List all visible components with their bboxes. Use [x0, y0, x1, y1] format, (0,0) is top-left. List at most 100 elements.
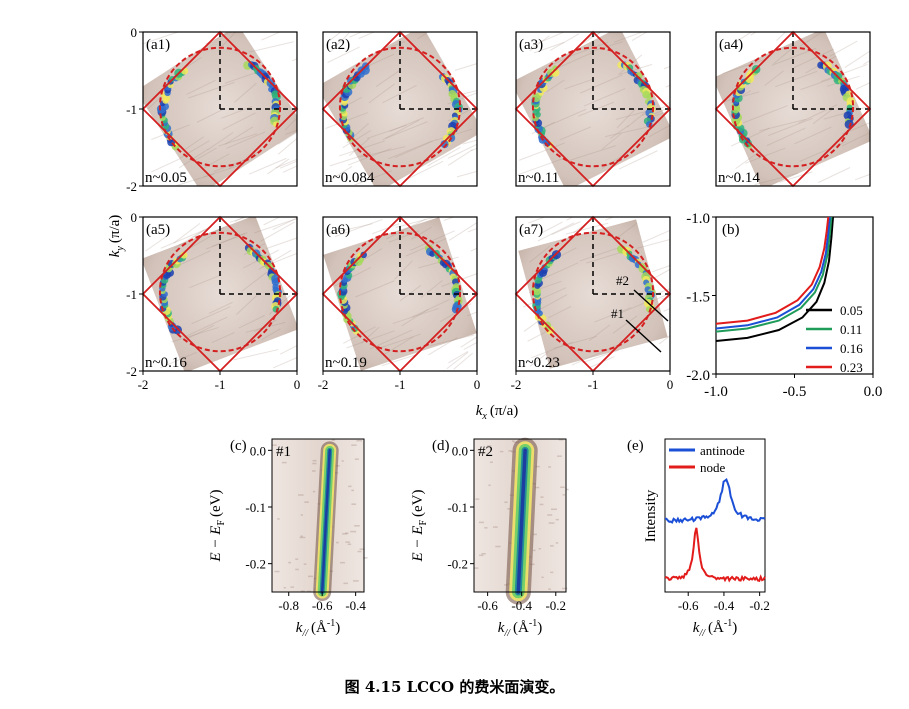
map-intensity-spot: [440, 140, 449, 149]
map-texture-streak: [535, 262, 579, 283]
map-texture-streak: [553, 51, 594, 71]
map-texture-streak: [174, 229, 205, 249]
x-tick-label: -0.8: [278, 598, 299, 613]
map-texture-streak: [275, 158, 297, 169]
map-texture-streak: [267, 158, 290, 175]
map-texture-streak: [178, 148, 209, 169]
noise-speckle: [363, 557, 368, 559]
svg-text:kx(π/a): kx (π/a): [476, 403, 519, 422]
panel-label: (a5): [146, 222, 170, 238]
map-texture-streak: [366, 124, 407, 139]
map-texture-streak: [185, 136, 205, 150]
noise-speckle: [557, 455, 562, 457]
doping-label: n~0.16: [145, 355, 187, 371]
map-texture-streak: [224, 126, 254, 145]
noise-speckle: [550, 545, 554, 547]
map-texture-streak: [588, 324, 611, 342]
noise-speckle: [295, 558, 299, 560]
map-texture-streak: [245, 321, 286, 333]
map-texture-streak: [583, 32, 603, 41]
map-texture-streak: [193, 147, 217, 162]
noise-speckle: [532, 533, 537, 536]
noise-speckle: [342, 533, 348, 535]
noise-speckle: [558, 439, 564, 441]
map-texture-streak: [388, 140, 433, 160]
x-axis-title: k//(Å-1): [498, 618, 542, 639]
map-texture-streak: [529, 35, 550, 52]
map-texture-streak: [594, 306, 632, 323]
noise-speckle: [504, 501, 508, 504]
fermi-surface-fit: [158, 46, 282, 168]
map-texture-streak: [793, 48, 835, 69]
map-texture-streak: [602, 133, 622, 150]
noise-speckle: [299, 536, 306, 539]
map-texture-streak: [854, 173, 870, 181]
map-texture-streak: [818, 167, 851, 183]
map-texture-streak: [381, 354, 417, 367]
y-tick-label: -0.2: [245, 557, 266, 572]
noise-speckle: [354, 458, 359, 460]
map-texture-streak: [828, 32, 831, 33]
noise-speckle: [312, 470, 316, 472]
map-texture-streak: [841, 132, 870, 147]
map-texture-streak: [767, 117, 814, 137]
map-texture-streak: [354, 170, 393, 186]
legend-label: 0.23: [840, 360, 863, 375]
noise-speckle: [475, 498, 480, 500]
map-texture-streak: [382, 84, 417, 104]
ky-axis-title: ky(π/a): [107, 215, 126, 258]
map-texture-streak: [218, 133, 258, 147]
map-texture-streak: [221, 105, 253, 119]
map-texture-streak: [176, 173, 214, 186]
noise-speckle: [478, 521, 485, 524]
noise-speckle: [504, 584, 508, 586]
map-texture-streak: [401, 309, 429, 327]
noise-speckle: [352, 580, 359, 582]
map-texture-streak: [185, 324, 215, 340]
panel-label: (c): [230, 438, 247, 454]
map-texture-streak: [648, 106, 670, 117]
legend-label: antinode: [700, 443, 745, 458]
map-texture-streak: [211, 232, 248, 247]
noise-speckle: [555, 518, 559, 521]
contour-line-0.16: [716, 217, 831, 330]
map-texture-streak: [369, 329, 413, 350]
map-texture-streak: [539, 221, 563, 235]
map-texture-streak: [517, 157, 565, 176]
map-texture-streak: [567, 145, 616, 162]
noise-speckle: [534, 486, 540, 489]
panel-label: (d): [432, 438, 450, 454]
map-texture-streak: [279, 345, 297, 355]
map-intensity-spot: [180, 251, 188, 259]
doping-label: n~0.05: [145, 170, 187, 186]
map-texture-streak: [346, 330, 395, 349]
svg-text:Intensity: Intensity: [643, 489, 659, 542]
noise-speckle: [336, 541, 339, 544]
map-texture-streak: [160, 228, 209, 249]
map-texture-streak: [453, 352, 473, 370]
map-texture-streak: [730, 32, 753, 46]
x-axis-title: k//(Å-1): [693, 618, 737, 639]
map-texture-streak: [185, 316, 228, 337]
mdc-line-node: [664, 527, 766, 583]
noise-speckle: [359, 548, 365, 550]
map-texture-streak: [636, 238, 670, 249]
cut-label: #1: [276, 444, 291, 460]
y-tick-label: -0.2: [447, 557, 468, 572]
y-tick-label: 0.0: [250, 443, 266, 458]
noise-speckle: [479, 554, 484, 557]
map-texture-streak: [233, 349, 279, 361]
noise-speckle: [474, 567, 479, 569]
legend-label: node: [700, 460, 726, 475]
map-texture-streak: [529, 351, 549, 367]
map-texture-streak: [342, 130, 371, 149]
noise-speckle: [484, 527, 488, 529]
fermi-surface-fit: [731, 46, 855, 168]
map-texture-streak: [447, 149, 473, 166]
map-texture-streak: [568, 41, 609, 58]
noise-speckle: [274, 570, 280, 573]
noise-speckle: [290, 586, 295, 588]
noise-speckle: [547, 514, 553, 516]
map-texture-streak: [389, 117, 424, 133]
noise-speckle: [312, 459, 317, 462]
